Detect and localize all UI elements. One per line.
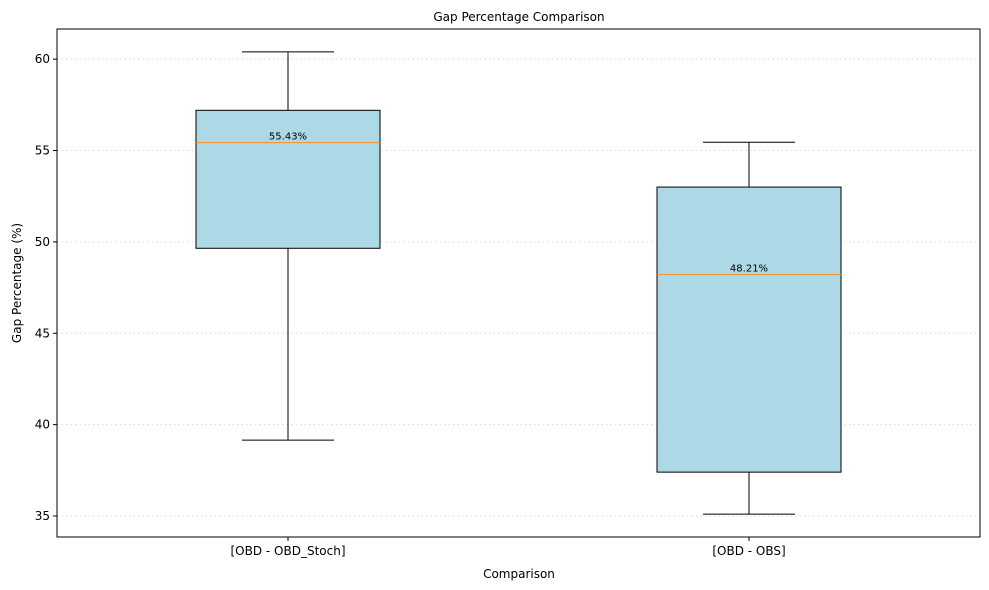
x-tick-label: [OBD - OBS]	[712, 544, 785, 558]
box-group: 48.21%	[656, 141, 842, 515]
iqr-box	[195, 109, 381, 249]
x-tick-label: [OBD - OBD_Stoch]	[230, 544, 345, 558]
plot-area-frame	[56, 28, 981, 538]
y-tick-label: 50	[35, 235, 50, 249]
y-tick-label: 55	[35, 144, 50, 158]
x-axis-label: Comparison	[483, 567, 555, 581]
y-tick-label: 45	[35, 326, 50, 340]
box-group: 55.43%	[195, 51, 381, 441]
y-axis: 35 40 45 50 55 60	[35, 52, 57, 523]
x-axis: [OBD - OBD_Stoch] [OBD - OBS]	[230, 537, 786, 558]
median-label: 55.43%	[269, 132, 307, 143]
boxes: 55.43% 48.21%	[195, 51, 842, 515]
median-label: 48.21%	[730, 264, 768, 275]
grid-lines	[57, 58, 980, 517]
y-tick-label: 40	[35, 418, 50, 432]
y-tick-label: 60	[35, 52, 50, 66]
y-tick-label: 35	[35, 509, 50, 523]
y-axis-label: Gap Percentage (%)	[10, 223, 24, 343]
iqr-box	[656, 186, 842, 473]
chart-title: Gap Percentage Comparison	[433, 10, 604, 24]
